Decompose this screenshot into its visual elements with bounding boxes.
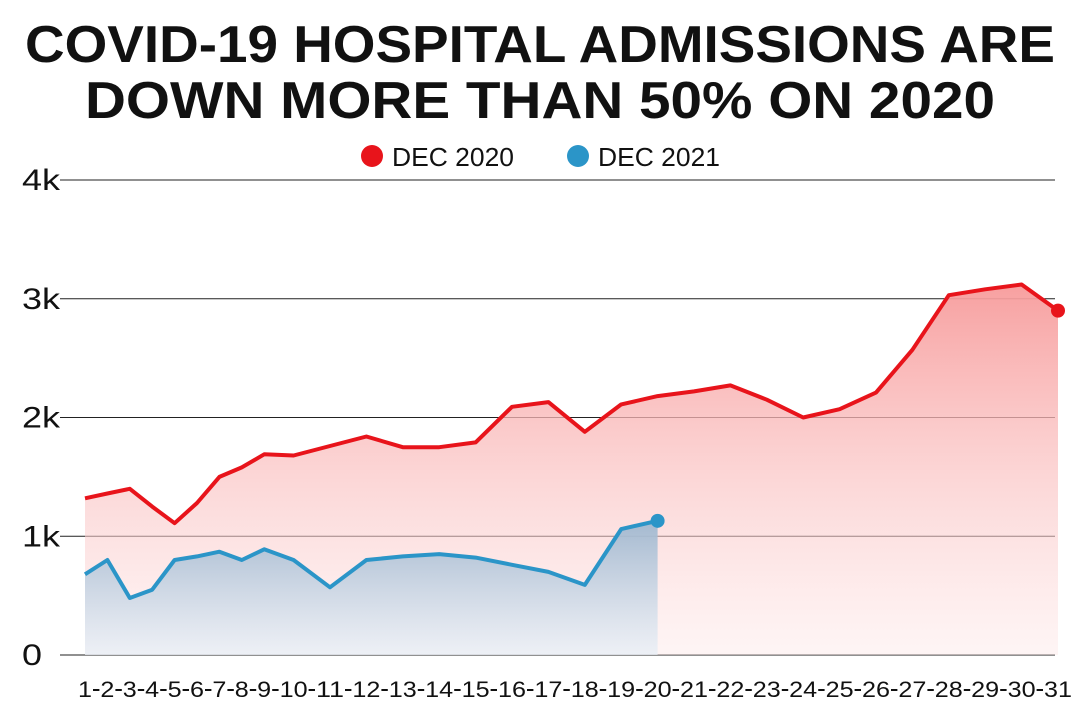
x-tick-label: 18: [571, 677, 599, 702]
y-tick-label: 1k: [22, 520, 61, 553]
x-tick-label: 9: [257, 677, 271, 702]
x-tick-label: 30: [1008, 677, 1036, 702]
x-tick-label: 16: [498, 677, 526, 702]
chart-title: DOWN MORE THAN 50% ON 2020: [85, 72, 995, 130]
x-tick-label: 8: [235, 677, 249, 702]
x-tick-label: 20: [644, 677, 672, 702]
x-tick-label: 23: [753, 677, 781, 702]
x-tick-label: 28: [935, 677, 963, 702]
legend-label: DEC 2020: [392, 142, 514, 172]
x-tick-label: 10: [280, 677, 308, 702]
x-tick-label: 12: [352, 677, 380, 702]
x-tick-label: 31: [1044, 677, 1072, 702]
x-tick-label: 13: [389, 677, 417, 702]
x-tick-label: 2: [100, 677, 114, 702]
x-tick-label: 1: [78, 677, 92, 702]
y-tick-label: 3k: [22, 283, 61, 316]
end-point: [650, 513, 665, 528]
area: [85, 284, 1058, 655]
x-tick-label: 7: [212, 677, 226, 702]
x-tick-label: 22: [716, 677, 744, 702]
legend-label: DEC 2021: [598, 142, 720, 172]
x-tick-label: 11: [316, 677, 344, 702]
x-tick-label: 25: [826, 677, 854, 702]
x-tick-label: 15: [462, 677, 490, 702]
legend-marker: [361, 145, 383, 167]
x-tick-label: 19: [607, 677, 635, 702]
x-tick-label: 6: [190, 677, 204, 702]
y-tick-label: 0: [22, 639, 42, 672]
x-tick-label: 26: [862, 677, 890, 702]
x-tick-label: 4: [145, 677, 159, 702]
x-tick-label: 27: [898, 677, 926, 702]
y-tick-label: 4k: [22, 164, 61, 197]
x-tick-label: 3: [123, 677, 137, 702]
x-tick-label: 5: [168, 677, 182, 702]
line: [83, 518, 659, 600]
x-tick-label: 29: [971, 677, 999, 702]
x-tick-label: 14: [425, 677, 453, 702]
legend-marker: [567, 145, 589, 167]
chart-title: COVID-19 HOSPITAL ADMISSIONS ARE: [25, 16, 1055, 74]
x-tick-label: 21: [680, 677, 708, 702]
end-point: [1051, 303, 1065, 318]
y-tick-label: 2k: [22, 402, 61, 435]
x-tick-label: 17: [534, 677, 562, 702]
line: [84, 282, 1060, 526]
area: [85, 520, 658, 655]
x-tick-label: 24: [789, 677, 817, 702]
